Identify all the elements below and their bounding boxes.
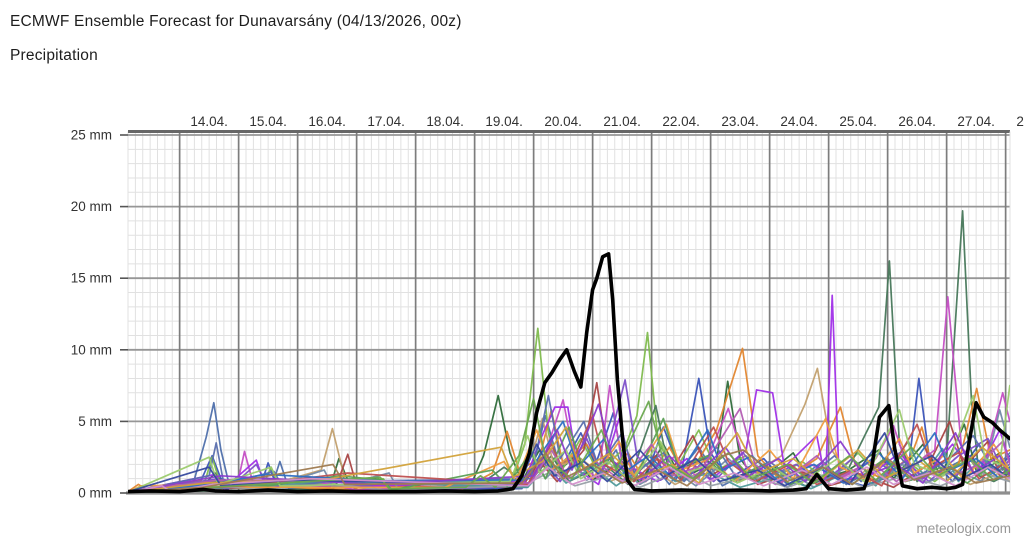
y-axis-label: 0 mm bbox=[78, 486, 112, 501]
y-axis-label: 10 mm bbox=[71, 342, 112, 357]
y-axis-labels: 0 mm 5 mm 10 mm 15 mm 20 mm 25 mm bbox=[71, 128, 112, 501]
x-axis-label: 22.04. bbox=[662, 114, 700, 129]
x-axis-label: 27.04. bbox=[957, 114, 995, 129]
x-axis-label: 17.04. bbox=[367, 114, 405, 129]
x-axis-label: 21.04. bbox=[603, 114, 641, 129]
x-axis-label: 18.04. bbox=[426, 114, 464, 129]
control-line bbox=[128, 252, 1010, 494]
chart-title: ECMWF Ensemble Forecast for Dunavarsány … bbox=[10, 13, 462, 30]
chart-subtitle: Precipitation bbox=[10, 47, 98, 64]
y-axis-label: 20 mm bbox=[71, 199, 112, 214]
y-axis-label: 25 mm bbox=[71, 128, 112, 143]
x-axis-labels: 14.04. 15.04. 16.04. 17.04. 18.04. 19.04. 20.0… bbox=[190, 114, 1024, 129]
x-axis-label: 14.04. bbox=[190, 114, 228, 129]
y-axis-label: 15 mm bbox=[71, 271, 112, 286]
x-axis-label: 28.04. bbox=[1016, 114, 1024, 129]
x-axis-label: 19.04. bbox=[485, 114, 523, 129]
x-axis-label: 23.04. bbox=[721, 114, 759, 129]
y-axis-label: 5 mm bbox=[78, 414, 112, 429]
x-axis-label: 25.04. bbox=[839, 114, 877, 129]
ensemble-member-line bbox=[128, 381, 1010, 494]
x-axis-label: 26.04. bbox=[898, 114, 936, 129]
x-axis-label: 24.04. bbox=[780, 114, 818, 129]
ensemble-member-line bbox=[128, 414, 1010, 494]
x-axis-label: 20.04. bbox=[544, 114, 582, 129]
ensemble-member-line bbox=[128, 397, 1010, 494]
ensemble-member-line bbox=[128, 449, 1010, 494]
watermark-text: meteologix.com bbox=[916, 521, 1011, 536]
chart-grid bbox=[127, 131, 1010, 493]
x-axis-label: 16.04. bbox=[308, 114, 346, 129]
x-axis-label: 15.04. bbox=[249, 114, 287, 129]
